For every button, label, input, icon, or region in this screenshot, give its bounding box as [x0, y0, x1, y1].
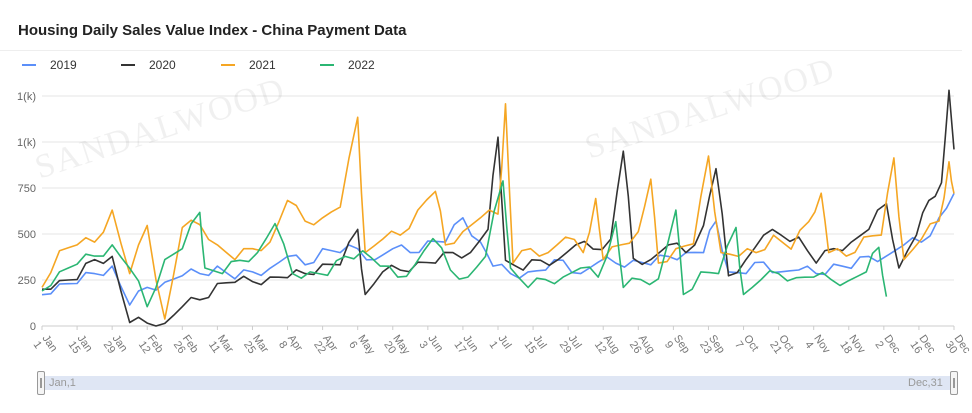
- x-tick-label: May20: [381, 333, 412, 364]
- x-tick-label: Feb26: [171, 333, 201, 362]
- legend-label: 2022: [348, 58, 375, 72]
- x-tick-label: May6: [346, 333, 377, 364]
- x-tick-label: Jul1: [487, 333, 514, 358]
- x-tick-label: Mar11: [206, 333, 236, 362]
- date-range-slider[interactable]: [40, 376, 954, 390]
- legend-swatch-icon: [22, 64, 36, 66]
- legend-swatch-icon: [221, 64, 235, 66]
- x-tick-label: Jun17: [451, 333, 480, 361]
- slider-end-label: Dec,31: [908, 377, 943, 389]
- legend-item-2021[interactable]: 2021: [221, 58, 276, 72]
- x-tick-label: Jul29: [557, 333, 584, 358]
- series-line-2022: [41, 180, 888, 308]
- y-tick-label: 250: [18, 275, 36, 287]
- x-tick-label: Oct7: [732, 333, 761, 360]
- x-tick-label: Jul15: [522, 333, 549, 358]
- chart-legend: 2019 2020 2021 2022: [0, 58, 972, 76]
- x-tick-label: Aug26: [627, 333, 657, 362]
- y-tick-label: 0: [30, 321, 36, 333]
- x-tick-label: Jun3: [416, 333, 445, 361]
- x-tick-label: Jan15: [66, 333, 95, 361]
- legend-swatch-icon: [320, 64, 334, 66]
- legend-label: 2020: [149, 58, 176, 72]
- y-tick-label: 1(k): [17, 137, 36, 149]
- legend-item-2022[interactable]: 2022: [320, 58, 375, 72]
- y-tick-label: 1(k): [17, 91, 36, 103]
- legend-label: 2021: [249, 58, 276, 72]
- x-tick-label: Apr22: [311, 333, 340, 360]
- series-lines: [41, 89, 955, 327]
- y-axis: 0 250 500 750 1(k) 1(k): [17, 91, 36, 333]
- chart-title: Housing Daily Sales Value Index - China …: [18, 22, 407, 39]
- x-tick-label: Jan29: [101, 333, 130, 361]
- legend-label: 2019: [50, 58, 77, 72]
- x-tick-label: Oct21: [767, 333, 796, 360]
- legend-swatch-icon: [121, 64, 135, 66]
- x-tick-label: Sep23: [697, 333, 727, 362]
- x-tick-label: Dec2: [872, 333, 902, 363]
- slider-end-handle[interactable]: [950, 371, 958, 395]
- legend-item-2020[interactable]: 2020: [121, 58, 176, 72]
- x-tick-label: Mar25: [241, 333, 271, 362]
- series-line-2019: [41, 193, 955, 306]
- x-tick-label: Sep9: [662, 333, 692, 362]
- x-tick-label: Apr8: [276, 333, 305, 360]
- y-tick-label: 750: [18, 183, 36, 195]
- legend-item-2019[interactable]: 2019: [22, 58, 77, 72]
- grid-lines: [42, 95, 954, 327]
- x-axis: Jan1 Jan15 Jan29 Feb12 Feb26 Mar11 Mar25 Apr8 Ap…: [31, 326, 972, 364]
- slider-start-handle[interactable]: [37, 371, 45, 395]
- x-tick-label: Nov4: [802, 333, 832, 363]
- title-divider: [0, 50, 962, 51]
- x-tick-label: Nov18: [837, 333, 867, 363]
- x-tick-label: Jan1: [31, 333, 60, 361]
- slider-start-label: Jan,1: [49, 377, 76, 389]
- x-tick-label: Dec30: [943, 333, 972, 363]
- series-line-2021: [41, 103, 955, 320]
- x-tick-label: Aug12: [592, 333, 622, 362]
- series-line-2020: [42, 89, 955, 327]
- x-tick-label: Feb12: [136, 333, 166, 362]
- y-tick-label: 500: [18, 229, 36, 241]
- x-tick-label: Dec16: [907, 333, 937, 363]
